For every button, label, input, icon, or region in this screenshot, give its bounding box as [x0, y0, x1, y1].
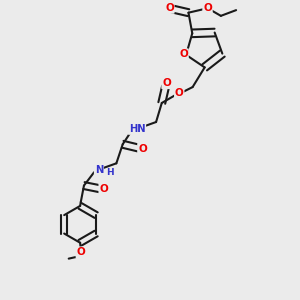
Text: O: O	[76, 247, 85, 257]
Text: O: O	[99, 184, 108, 194]
Text: N: N	[95, 165, 103, 175]
Text: H: H	[106, 168, 113, 177]
Text: O: O	[165, 3, 174, 13]
Text: O: O	[175, 88, 184, 98]
Text: O: O	[138, 144, 147, 154]
Text: HN: HN	[129, 124, 145, 134]
Text: O: O	[203, 3, 212, 13]
Text: O: O	[179, 49, 188, 59]
Text: O: O	[162, 78, 171, 88]
